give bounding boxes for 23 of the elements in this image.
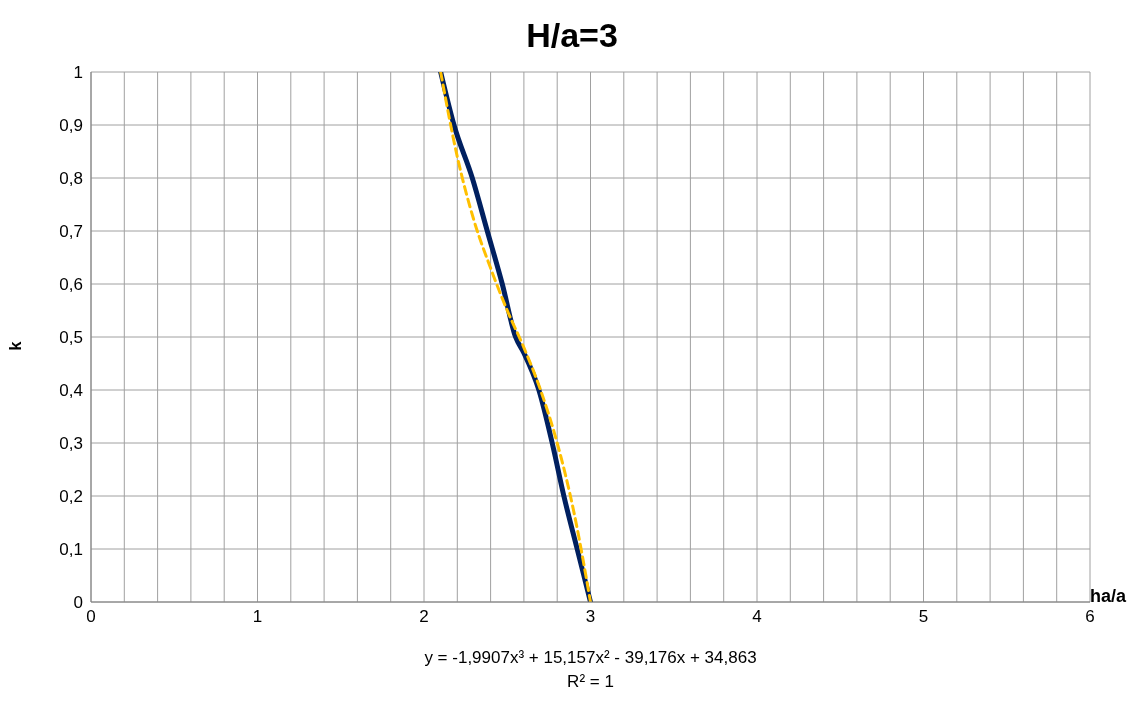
x-tick-label: 5 bbox=[918, 607, 929, 627]
y-tick-label: 0 bbox=[73, 593, 83, 613]
y-tick-label: 0,9 bbox=[59, 116, 83, 136]
y-tick-label: 0,7 bbox=[59, 222, 83, 242]
x-tick-label: 6 bbox=[1085, 607, 1095, 627]
y-tick-label: 1 bbox=[73, 63, 83, 83]
x-tick-label: 4 bbox=[752, 607, 762, 627]
y-tick-label: 0,5 bbox=[59, 328, 83, 348]
y-tick-label: 0,3 bbox=[59, 434, 83, 454]
text: y = -1,9907x³ + 15,157x² - 39,176x + 34,863 bbox=[424, 648, 757, 667]
text: R² = 1 bbox=[567, 672, 614, 691]
y-tick-label: 0,2 bbox=[59, 487, 83, 507]
x-tick-label: 0 bbox=[86, 607, 96, 627]
x-axis-title: ha/a bbox=[1090, 586, 1127, 606]
y-tick-label: 0,6 bbox=[59, 275, 83, 295]
x-tick-label: 2 bbox=[419, 607, 429, 627]
y-tick-label: 0,1 bbox=[59, 540, 83, 560]
x-tick-label: 3 bbox=[585, 607, 596, 627]
x-tick-label: 1 bbox=[252, 607, 263, 627]
y-axis-title: k bbox=[7, 341, 25, 351]
y-tick-label: 0,8 bbox=[59, 169, 83, 189]
chart-title: H/a=3 bbox=[526, 16, 618, 54]
y-tick-label: 0,4 bbox=[59, 381, 83, 401]
